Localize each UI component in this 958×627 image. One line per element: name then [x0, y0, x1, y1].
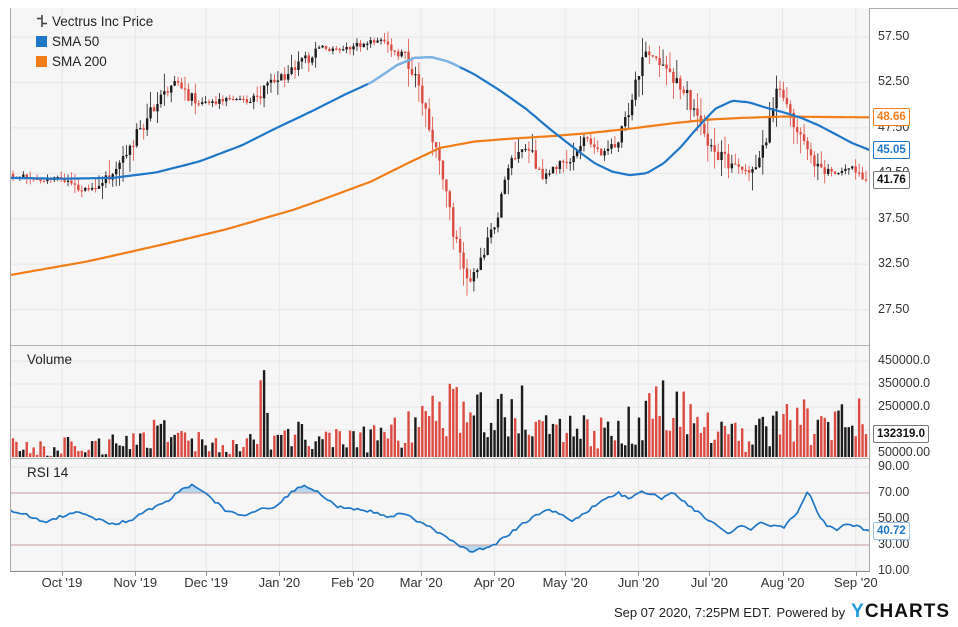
sma50-value-badge: 45.05 — [873, 141, 910, 160]
x-tick-mark — [565, 572, 567, 576]
x-tick-mark — [638, 572, 640, 576]
x-tick-mark — [421, 572, 423, 576]
x-tick-mark — [494, 572, 496, 576]
y-tick-label: 70.00 — [878, 484, 910, 499]
footer-timestamp: Sep 07 2020, 7:25PM EDT. — [613, 605, 772, 620]
rsi-pane-title: RSI 14 — [27, 465, 69, 480]
ycharts-logo-charts: CHARTS — [864, 601, 950, 622]
x-tick-label: Jun '20 — [617, 575, 660, 590]
legend-sma50-label: SMA 50 — [52, 33, 100, 49]
x-tick-label: Oct '19 — [41, 575, 83, 590]
y-tick-label: 27.50 — [878, 301, 910, 316]
x-tick-label: Dec '19 — [184, 575, 228, 590]
x-tick-label: Jan '20 — [258, 575, 301, 590]
sma50-swatch — [36, 35, 47, 47]
x-tick-label: Sep '20 — [833, 575, 878, 590]
x-tick-mark — [782, 572, 784, 576]
volume-pane-title: Volume — [27, 352, 73, 367]
y-tick-label: 10.00 — [878, 562, 910, 577]
x-tick-mark — [61, 572, 63, 576]
last-price-badge: 41.76 — [873, 171, 910, 190]
y-tick-label: 30.00 — [878, 536, 910, 551]
y-tick-label: 450000.0 — [878, 353, 931, 368]
legend-item-price[interactable]: Vectrus Inc Price — [36, 11, 153, 31]
x-tick-label: Jul '20 — [690, 575, 728, 590]
x-tick-label: Nov '19 — [113, 575, 158, 590]
x-tick-label: Mar '20 — [399, 575, 443, 590]
y-tick-label: 37.50 — [878, 210, 910, 225]
x-tick-mark — [206, 572, 208, 576]
x-tick-mark — [279, 572, 281, 576]
last-rsi-badge: 40.72 — [873, 522, 910, 541]
y-tick-label: 90.00 — [878, 458, 910, 473]
y-tick-label: 250000.0 — [878, 399, 931, 413]
legend-sma200-label: SMA 200 — [52, 53, 107, 69]
y-tick-label: 50.00 — [878, 510, 910, 525]
x-tick-label: Aug '20 — [760, 575, 805, 590]
x-tick-label: Apr '20 — [473, 575, 515, 590]
ycharts-logo-y: Y — [851, 601, 865, 622]
last-volume-badge: 132319.0 — [873, 425, 929, 444]
legend-item-sma200[interactable]: SMA 200 — [36, 51, 153, 71]
x-tick-mark — [709, 572, 711, 576]
volume-pane[interactable] — [10, 345, 870, 458]
sma200-swatch — [36, 55, 47, 67]
sma200-value-badge: 48.66 — [873, 108, 910, 127]
y-tick-label: 32.50 — [878, 256, 910, 271]
rsi-pane-canvas — [10, 458, 870, 572]
price-pane[interactable] — [10, 8, 870, 345]
footer: Sep 07 2020, 7:25PM EDT. Powered by YCHA… — [614, 601, 950, 623]
chart-legend: Vectrus Inc Price SMA 50 SMA 200 — [36, 11, 153, 71]
legend-item-sma50[interactable]: SMA 50 — [36, 31, 153, 51]
x-tick-mark — [352, 572, 354, 576]
y-tick-label: 350000.0 — [878, 376, 931, 391]
y-tick-label: 57.50 — [878, 29, 910, 44]
x-tick-mark — [135, 572, 137, 576]
legend-price-label: Vectrus Inc Price — [52, 13, 154, 29]
rsi-pane[interactable] — [10, 458, 870, 572]
x-tick-label: May '20 — [542, 575, 588, 590]
x-tick-label: Feb '20 — [331, 575, 375, 590]
ohlc-candlestick-icon — [36, 14, 48, 28]
volume-pane-canvas — [10, 345, 870, 458]
ycharts-logo[interactable]: YCHARTS — [851, 601, 950, 623]
x-tick-mark — [855, 572, 857, 576]
price-pane-canvas — [10, 8, 870, 345]
y-tick-label: 52.50 — [878, 74, 910, 89]
y-tick-label: 50000.00 — [878, 444, 931, 459]
footer-powered-by: Powered by — [776, 605, 846, 620]
